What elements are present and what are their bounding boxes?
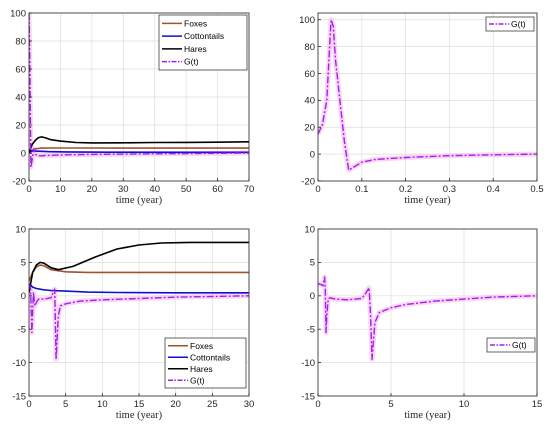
x-tick-label: 0.2 [399,184,412,195]
x-tick-label: 10 [459,399,470,410]
y-tick-label: 0 [21,148,26,159]
legend-label-cottontails: Cottontails [184,31,224,41]
series-line-hares [29,136,249,154]
x-tick-label: 0.1 [355,184,368,195]
series-line-g [29,283,249,360]
legend-label-hares: Hares [184,44,207,54]
y-tick-label: 0 [21,291,26,302]
series-line-g [29,13,249,168]
x-tick-label: 0 [315,399,320,410]
series-line-hares [29,241,249,293]
series-line-g [318,19,537,171]
legend-label-g: G(t) [511,19,526,29]
legend-label-g: G(t) [512,340,527,350]
legend-label-g: G(t) [184,57,199,67]
x-tick-label: 0 [26,184,31,195]
x-axis-label: time (year) [116,195,163,206]
x-tick-label: 15 [134,399,145,410]
y-tick-label: 20 [304,123,315,134]
x-tick-label: 0 [315,184,320,195]
axes-frame [317,12,538,182]
y-tick-label: 20 [15,120,26,131]
y-tick-label: -5 [18,325,26,336]
y-tick-label: 5 [310,258,315,269]
y-tick-label: -20 [301,176,315,187]
legend-label-foxes: Foxes [184,18,207,28]
y-tick-label: 100 [299,15,315,26]
x-tick-label: 10 [55,184,66,195]
series-line-foxes [29,147,249,153]
x-tick-label: 0.5 [530,184,543,195]
x-tick-label: 30 [118,184,129,195]
x-tick-label: 5 [388,399,393,410]
legend: G(t) [485,16,535,32]
x-tick-label: 10 [97,399,108,410]
series-line-cottontails [29,283,249,294]
y-tick-label: 60 [15,64,26,75]
chart-panel-4: 0 5 10 15 -15 -10 -5 0 5 10 time (year) G(t) [301,224,542,421]
y-tick-label: 60 [304,69,315,80]
y-tick-label: -5 [307,325,315,336]
y-tick-label: -10 [12,358,26,369]
legend-label-g: G(t) [190,375,205,385]
legend: Foxes Cottontails Hares G(t) [158,14,248,71]
y-tick-label: 80 [15,36,26,47]
y-tick-label: 80 [304,42,315,53]
plot-area [318,17,537,173]
legend: G(t) [486,337,536,353]
x-tick-label: 0.4 [487,184,500,195]
x-tick-label: 15 [532,399,543,410]
legend-label-cottontails: Cottontails [190,352,230,362]
x-tick-label: 30 [244,399,255,410]
legend-box [485,16,535,32]
x-tick-label: 20 [87,184,98,195]
y-tick-label: -15 [301,391,315,402]
x-axis-label: time (year) [116,410,163,421]
series-line-g [318,276,537,360]
legend-label-hares: Hares [190,364,213,374]
y-tick-label: 100 [10,8,26,19]
x-tick-label: 25 [207,399,218,410]
chart-panel-3: 0 5 10 15 20 25 30 -15 -10 -5 0 5 10 time (year) Foxes… [12,224,254,421]
y-tick-label: -15 [12,391,26,402]
y-tick-label: 5 [21,258,26,269]
y-tick-label: 10 [15,224,26,235]
y-tick-label: 40 [304,96,315,107]
legend-label-foxes: Foxes [190,341,213,351]
axes-frame [317,228,538,397]
x-tick-label: 0 [26,399,31,410]
plot-area [318,274,537,362]
y-tick-label: -20 [12,176,26,187]
x-axis-label: time (year) [404,410,451,421]
x-axis-label: time (year) [404,195,451,206]
x-tick-label: 50 [181,184,192,195]
plot-area [29,13,249,170]
x-tick-label: 5 [63,399,68,410]
y-tick-label: 0 [310,291,315,302]
x-tick-label: 20 [170,399,181,410]
x-tick-label: 70 [244,184,255,195]
y-tick-label: 40 [15,92,26,103]
x-tick-label: 60 [212,184,223,195]
legend-box [486,337,536,353]
plot-area [29,241,249,362]
y-tick-label: 10 [304,224,315,235]
x-tick-label: 0.3 [443,184,456,195]
x-tick-label: 40 [149,184,160,195]
y-tick-label: -10 [301,358,315,369]
y-tick-label: 0 [310,149,315,160]
